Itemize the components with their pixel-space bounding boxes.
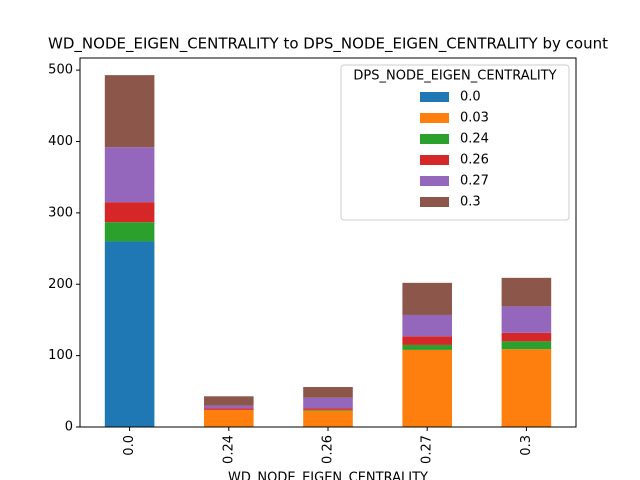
- x-tick-label: 0.3: [519, 435, 534, 456]
- bar-segment: [204, 408, 254, 410]
- legend-label: 0.24: [460, 132, 489, 147]
- legend-swatch: [420, 134, 449, 144]
- chart-title: WD_NODE_EIGEN_CENTRALITY to DPS_NODE_EIG…: [48, 35, 608, 54]
- bar-segment: [104, 75, 155, 148]
- legend-swatch: [420, 92, 449, 102]
- bar-segment: [501, 306, 552, 333]
- bar-segment: [104, 202, 155, 223]
- x-tick-label: 0.24: [221, 435, 236, 464]
- x-tick-label: 0.26: [321, 435, 336, 464]
- bar-segment: [303, 397, 353, 409]
- x-tick-label: 0.0: [122, 435, 137, 456]
- bar-segment: [204, 409, 254, 427]
- axes-frame: [79, 57, 577, 428]
- bar-segment: [104, 147, 155, 203]
- bar-segment: [402, 314, 452, 337]
- bar-segment: [402, 349, 452, 427]
- legend-box: [340, 64, 570, 221]
- y-tick-label: 400: [48, 134, 73, 149]
- y-tick-label: 0: [65, 420, 73, 435]
- bar-segment: [303, 409, 353, 411]
- bar-segment: [204, 396, 254, 406]
- legend-label: 0.27: [460, 174, 489, 189]
- legend-label: 0.0: [460, 90, 481, 105]
- bar-segment: [501, 341, 552, 350]
- legend-swatch: [420, 113, 449, 123]
- bar-segment: [402, 344, 452, 350]
- legend-title: DPS_NODE_EIGEN_CENTRALITY: [353, 69, 556, 84]
- bar-segment: [303, 410, 353, 427]
- x-axis-label: WD_NODE_EIGEN_CENTRALITY: [228, 471, 428, 480]
- bar-segment: [104, 222, 155, 242]
- legend-label: 0.26: [460, 153, 489, 168]
- y-tick-label: 200: [48, 277, 73, 292]
- y-tick-label: 300: [48, 205, 73, 220]
- legend-swatch: [420, 155, 449, 165]
- bar-segment: [204, 405, 254, 409]
- bar-segment: [501, 277, 552, 307]
- y-tick-label: 100: [48, 348, 73, 363]
- legend-label: 0.03: [460, 111, 489, 126]
- bar-segment: [303, 408, 353, 410]
- bar-segment: [402, 336, 452, 345]
- legend-label: 0.3: [460, 195, 481, 210]
- legend-swatch: [420, 197, 449, 207]
- x-tick-label: 0.27: [420, 435, 435, 464]
- bar-segment: [501, 349, 552, 427]
- bar-segment: [402, 282, 452, 315]
- legend-swatch: [420, 176, 449, 186]
- y-tick-label: 500: [48, 63, 73, 78]
- bar-segment: [104, 241, 155, 427]
- bar-segment: [303, 387, 353, 398]
- bar-segment: [501, 332, 552, 342]
